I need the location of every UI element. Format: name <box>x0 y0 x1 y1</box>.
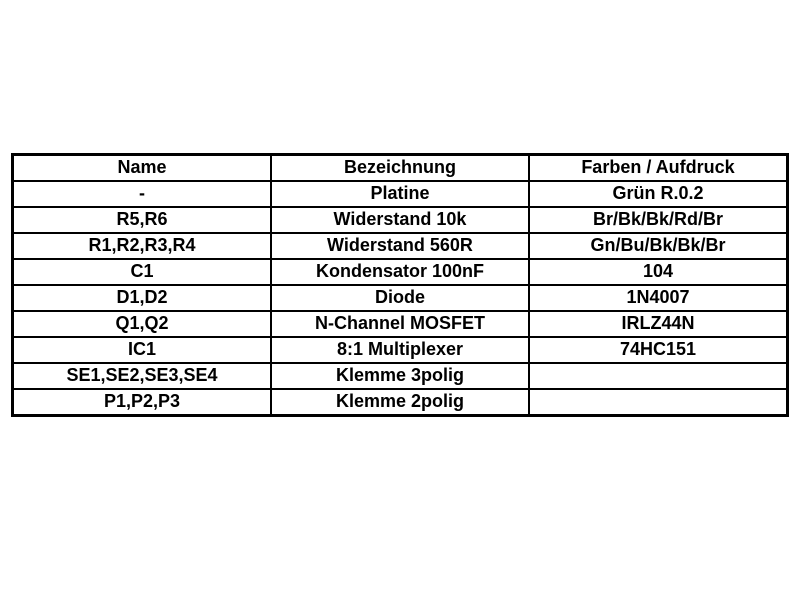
table-cell: Widerstand 560R <box>269 232 530 260</box>
table-cell <box>527 362 789 390</box>
table-cell: Gn/Bu/Bk/Bk/Br <box>527 232 789 260</box>
table-row: IC1 8:1 Multiplexer 74HC151 <box>11 336 789 364</box>
table-row: SE1,SE2,SE3,SE4 Klemme 3polig <box>11 362 789 390</box>
table-cell: Kondensator 100nF <box>269 258 530 286</box>
table-cell: Br/Bk/Bk/Rd/Br <box>527 206 789 234</box>
table-row: D1,D2 Diode 1N4007 <box>11 284 789 312</box>
table-cell: N-Channel MOSFET <box>269 310 530 338</box>
table-cell: C1 <box>11 258 272 286</box>
table-cell: R5,R6 <box>11 206 272 234</box>
parts-table-head: Name Bezeichnung Farben / Aufdruck <box>11 153 789 182</box>
column-header: Farben / Aufdruck <box>527 153 789 182</box>
table-cell: IC1 <box>11 336 272 364</box>
table-cell: R1,R2,R3,R4 <box>11 232 272 260</box>
table-row: P1,P2,P3 Klemme 2polig <box>11 388 789 417</box>
table-cell: D1,D2 <box>11 284 272 312</box>
column-header: Bezeichnung <box>269 153 530 182</box>
table-row: Q1,Q2 N-Channel MOSFET IRLZ44N <box>11 310 789 338</box>
parts-table-body: - Platine Grün R.0.2 R5,R6 Widerstand 10k Br/… <box>11 180 789 417</box>
table-row: R1,R2,R3,R4 Widerstand 560R Gn/Bu/Bk/Bk/Br <box>11 232 789 260</box>
table-cell: Platine <box>269 180 530 208</box>
column-header: Name <box>11 153 272 182</box>
table-cell <box>527 388 789 417</box>
table-cell: 104 <box>527 258 789 286</box>
table-cell: SE1,SE2,SE3,SE4 <box>11 362 272 390</box>
table-cell: Diode <box>269 284 530 312</box>
table-cell: 74HC151 <box>527 336 789 364</box>
table-cell: Klemme 3polig <box>269 362 530 390</box>
table-cell: 8:1 Multiplexer <box>269 336 530 364</box>
table-cell: Klemme 2polig <box>269 388 530 417</box>
table-cell: P1,P2,P3 <box>11 388 272 417</box>
parts-table: Name Bezeichnung Farben / Aufdruck - Platin… <box>11 153 789 417</box>
table-cell: IRLZ44N <box>527 310 789 338</box>
table-row: C1 Kondensator 100nF 104 <box>11 258 789 286</box>
table-row: - Platine Grün R.0.2 <box>11 180 789 208</box>
table-row: R5,R6 Widerstand 10k Br/Bk/Bk/Rd/Br <box>11 206 789 234</box>
table-cell: Grün R.0.2 <box>527 180 789 208</box>
table-cell: - <box>11 180 272 208</box>
table-cell: Q1,Q2 <box>11 310 272 338</box>
header-row: Name Bezeichnung Farben / Aufdruck <box>11 153 789 182</box>
table-cell: 1N4007 <box>527 284 789 312</box>
table-cell: Widerstand 10k <box>269 206 530 234</box>
